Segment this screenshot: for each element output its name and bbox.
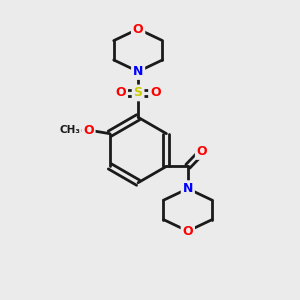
Text: O: O	[116, 86, 126, 99]
Text: O: O	[83, 124, 94, 136]
Text: CH₃: CH₃	[59, 125, 80, 135]
Text: N: N	[133, 65, 143, 78]
Text: O: O	[133, 22, 143, 35]
Text: O: O	[197, 145, 207, 158]
Text: O: O	[182, 225, 193, 238]
Text: N: N	[183, 182, 193, 195]
Text: S: S	[134, 86, 142, 99]
Text: O: O	[150, 86, 161, 99]
